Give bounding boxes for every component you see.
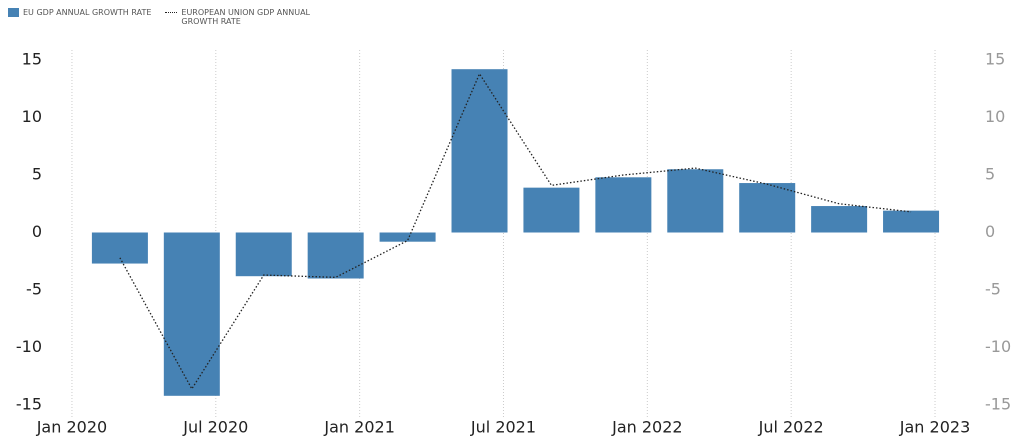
y-tick-label: 15 [22,50,42,69]
bar [739,183,796,233]
legend-label: EU GDP ANNUAL GROWTH RATE [23,8,152,17]
bar [451,69,508,233]
y-tick-label: 10 [22,107,42,126]
x-tick-label: Jan 2021 [323,418,394,437]
legend-label: EUROPEAN UNION GDP ANNUAL GROWTH RATE [181,8,311,26]
bar [523,187,580,233]
bar [811,206,868,233]
y-tick-label: 0 [32,222,42,241]
y2-tick-label: -10 [985,337,1011,356]
bar [307,232,364,279]
y2-tick-label: 5 [985,165,995,184]
x-tick-label: Jul 2021 [470,418,536,437]
y-tick-label: -10 [16,337,42,356]
legend-swatch [165,12,178,13]
legend-swatch [8,8,19,17]
x-tick-label: Jan 2022 [611,418,682,437]
x-tick-label: Jul 2020 [182,418,248,437]
bar [667,169,724,233]
legend-item: EU GDP ANNUAL GROWTH RATE [8,8,151,26]
y2-tick-label: -5 [985,280,1001,299]
legend: EU GDP ANNUAL GROWTH RATE EUROPEAN UNION… [8,8,341,26]
bar [235,232,292,277]
x-tick-label: Jan 2023 [899,418,970,437]
x-tick-label: Jan 2020 [36,418,107,437]
y-tick-label: 5 [32,165,42,184]
y2-tick-label: 0 [985,222,995,241]
bar [379,232,436,242]
y-tick-label: -5 [26,280,42,299]
y2-tick-label: 10 [985,107,1005,126]
legend-item: EUROPEAN UNION GDP ANNUAL GROWTH RATE [165,8,341,26]
y2-tick-label: 15 [985,50,1005,69]
bar [163,232,220,396]
y-tick-label: -15 [16,395,42,414]
x-tick-label: Jul 2022 [758,418,824,437]
bar [883,210,940,233]
bar [595,177,652,233]
y2-tick-label: -15 [985,395,1011,414]
